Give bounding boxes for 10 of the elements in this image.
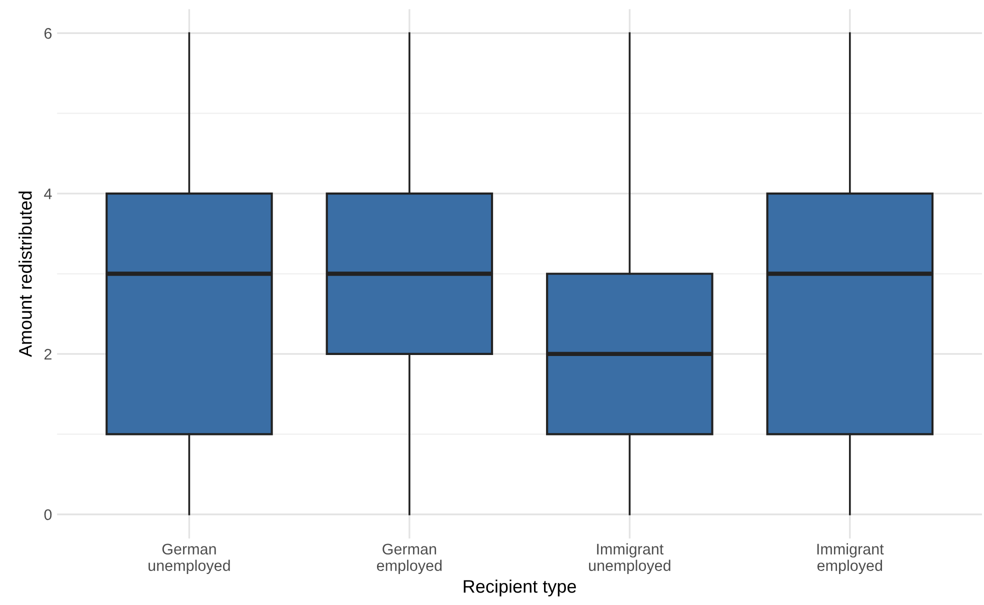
x-axis-title: Recipient type	[464, 580, 576, 596]
y-tick-label: 4	[44, 188, 52, 200]
x-tick-label: German employed	[376, 544, 442, 574]
y-axis-title: Amount redistributed	[18, 192, 32, 358]
y-tick-label: 0	[44, 509, 52, 520]
x-tick-label: Immigrant employed	[817, 543, 884, 574]
x-tick-label: Immigrant unemployed	[589, 543, 670, 574]
y-tick-label: 6	[44, 28, 52, 39]
x-tick-label: German unemployed	[148, 544, 230, 574]
y-tick-label: 2	[44, 348, 52, 360]
